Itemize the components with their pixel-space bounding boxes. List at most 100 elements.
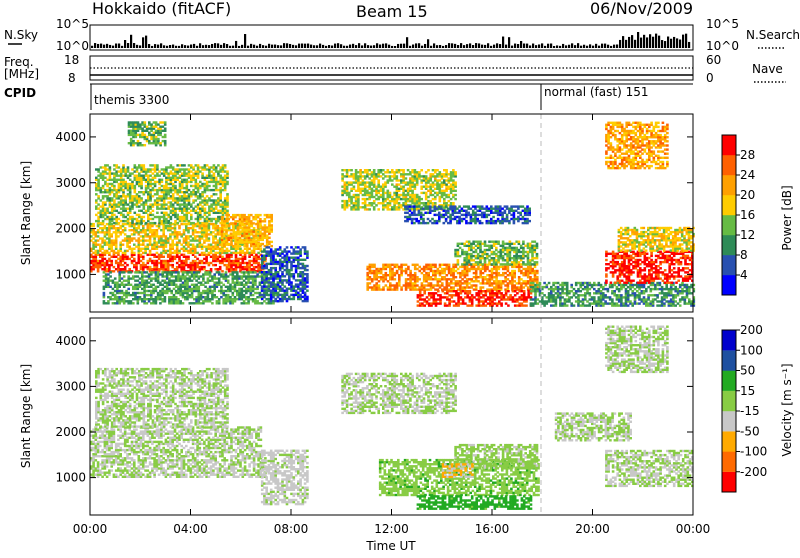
heatmap-cell: [188, 220, 191, 222]
heatmap-cell: [396, 194, 399, 196]
heatmap-cell: [100, 187, 103, 189]
heatmap-cell: [253, 227, 256, 229]
heatmap-cell: [102, 210, 105, 212]
heatmap-cell: [118, 218, 121, 220]
heatmap-cell: [171, 260, 174, 262]
heatmap-cell: [104, 214, 107, 216]
heatmap-cell: [158, 268, 161, 270]
nsky-bar: [526, 44, 528, 48]
heatmap-cell: [190, 203, 193, 205]
heatmap-cell: [158, 208, 161, 210]
heatmap-cell: [157, 273, 160, 275]
nsky-bar: [460, 43, 462, 48]
heatmap-cell: [222, 290, 225, 292]
heatmap-cell: [106, 172, 109, 174]
nsky-bar: [304, 44, 306, 48]
nsky-bar: [295, 45, 297, 48]
heatmap-cell: [213, 166, 216, 168]
heatmap-cell: [165, 170, 168, 172]
heatmap-cell: [158, 258, 161, 260]
heatmap-cell: [212, 223, 215, 225]
heatmap-cell: [140, 244, 143, 246]
heatmap-cell: [274, 261, 277, 263]
heatmap-cell: [290, 273, 293, 275]
heatmap-cell: [293, 285, 296, 287]
heatmap-cell: [161, 203, 164, 205]
heatmap-cell: [522, 205, 525, 207]
heatmap-cell: [134, 296, 137, 298]
heatmap-cell: [206, 195, 209, 197]
nsky-bar: [610, 46, 612, 48]
heatmap-cell: [400, 188, 403, 190]
heatmap-cell: [176, 208, 179, 210]
heatmap-cell: [150, 290, 153, 292]
heatmap-cell: [101, 239, 104, 241]
heatmap-cell: [188, 181, 191, 183]
heatmap-cell: [274, 283, 277, 285]
heatmap-cell: [140, 248, 143, 250]
heatmap-cell: [179, 220, 182, 222]
heatmap-cell: [154, 166, 157, 168]
heatmap-cell: [259, 220, 262, 222]
heatmap-cell: [299, 279, 302, 281]
heatmap-cell: [213, 172, 216, 174]
nsky-bar: [166, 46, 168, 48]
heatmap-cell: [199, 260, 202, 262]
heatmap-cell: [470, 208, 473, 210]
heatmap-cell: [230, 233, 233, 235]
heatmap-cell: [293, 248, 296, 250]
heatmap-cell: [199, 237, 202, 239]
heatmap-cell: [168, 290, 171, 292]
heatmap-cell: [396, 208, 399, 210]
heatmap-cell: [256, 300, 259, 302]
heatmap-cell: [224, 210, 227, 212]
heatmap-cell: [190, 181, 193, 183]
heatmap-cell: [436, 181, 439, 183]
heatmap-cell: [109, 212, 112, 214]
nsky-bar: [292, 45, 294, 48]
heatmap-cell: [411, 214, 414, 216]
heatmap-cell: [495, 210, 498, 212]
heatmap-cell: [206, 177, 209, 179]
heatmap-cell: [154, 164, 157, 166]
heatmap-cell: [182, 302, 185, 304]
heatmap-cell: [113, 199, 116, 201]
nsky-bar: [547, 44, 549, 48]
heatmap-cell: [223, 220, 226, 222]
heatmap-cell: [183, 229, 186, 231]
heatmap-cell: [161, 195, 164, 197]
heatmap-cell: [259, 233, 262, 235]
heatmap-cell: [118, 187, 121, 189]
heatmap-cell: [495, 205, 498, 207]
heatmap-cell: [143, 208, 146, 210]
heatmap-cell: [286, 279, 289, 281]
nsky-bar: [655, 34, 657, 48]
heatmap-cell: [158, 187, 161, 189]
heatmap-cell: [139, 271, 142, 273]
heatmap-cell: [124, 181, 127, 183]
heatmap-cell: [120, 181, 123, 183]
heatmap-cell: [194, 231, 197, 233]
heatmap-cell: [196, 252, 199, 254]
heatmap-cell: [242, 268, 245, 270]
heatmap-cell: [432, 194, 435, 196]
heatmap-cell: [483, 208, 486, 210]
nsky-bar: [472, 45, 474, 48]
heatmap-cell: [483, 212, 486, 214]
heatmap-cell: [259, 245, 262, 247]
heatmap-cell: [257, 252, 260, 254]
heatmap-cell: [156, 166, 159, 168]
heatmap-cell: [117, 227, 120, 229]
heatmap-cell: [346, 188, 349, 190]
heatmap-cell: [411, 198, 414, 200]
nsky-bar: [235, 41, 237, 48]
nsky-bar: [565, 45, 567, 48]
heatmap-cell: [131, 183, 134, 185]
heatmap-cell: [120, 214, 123, 216]
heatmap-cell: [160, 260, 163, 262]
heatmap-cell: [189, 280, 192, 282]
heatmap-cell: [129, 222, 132, 224]
heatmap-cell: [261, 281, 264, 283]
heatmap-cell: [101, 268, 104, 270]
heatmap-cell: [216, 284, 219, 286]
